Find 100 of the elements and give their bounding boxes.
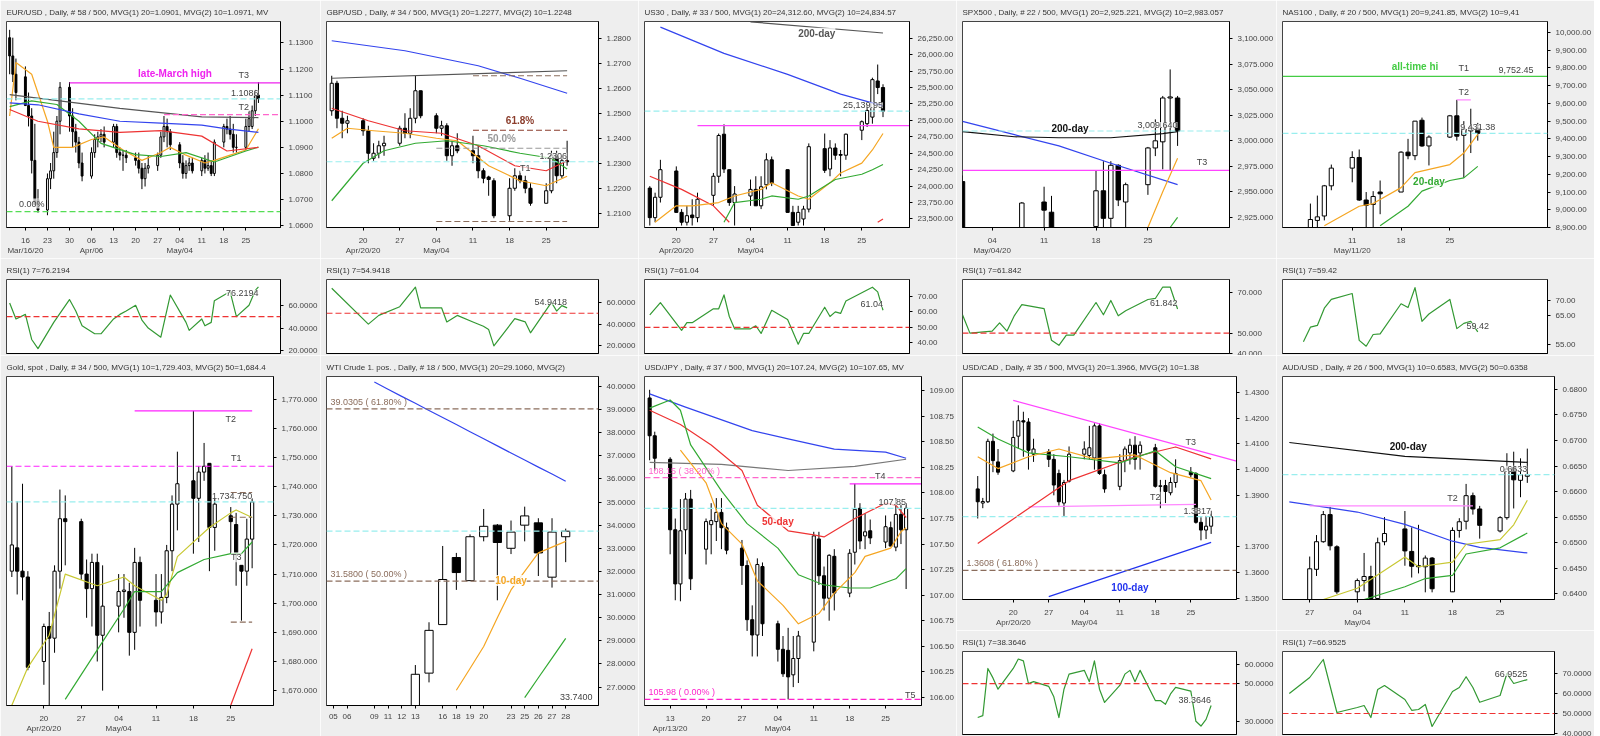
annotation: T3 <box>238 69 250 80</box>
y-tick-label: 1.3900 <box>1244 490 1270 500</box>
y-tick-label: 65.00 <box>1555 310 1577 320</box>
chart-title: GBP/USD , Daily, # 34 / 500, MVG(1) 20=1.2277, MVG(2) 10=1.2248 <box>326 7 573 17</box>
y-tick-label: 1,730.000 <box>281 511 318 521</box>
annotation: T3 <box>1196 157 1208 168</box>
y-tick-label: 55.00 <box>1555 340 1577 350</box>
x-tick-label: 18 <box>451 711 462 721</box>
series-label: 61.8% <box>505 115 535 127</box>
annotation: 1.1086 <box>230 87 259 98</box>
y-tick-label: 2,975.000 <box>1237 161 1274 171</box>
annotation: T2 <box>225 413 237 424</box>
x-tick-label: 11 <box>809 713 819 723</box>
y-tick-label: 1.2400 <box>606 133 632 143</box>
y-tick-label: 1.2600 <box>606 83 632 93</box>
y-tick-label: 1.3700 <box>1244 542 1270 552</box>
annotation: T3 <box>230 552 242 563</box>
y-tick-label: 1.1300 <box>288 38 314 48</box>
y-tick-label: 34.0000 <box>606 520 636 530</box>
x-tick-label: 27 <box>76 713 87 723</box>
y-tick-label: 1,680.000 <box>281 657 318 666</box>
x-tick-label: 20 <box>701 713 712 723</box>
y-tick-label: 9,400.00 <box>1555 134 1588 144</box>
x-tick-label: 28 <box>561 711 571 721</box>
y-tick-label: 1.0700 <box>288 195 314 205</box>
y-tick-label: 9,300.00 <box>1555 152 1588 162</box>
y-tick-label: 109.00 <box>929 386 955 396</box>
y-tick-label: 3,075.000 <box>1237 59 1274 69</box>
y-tick-label: 0.6650 <box>1562 461 1588 471</box>
x-tick-label: 11 <box>151 713 161 723</box>
x-tick-label: 20 Apr/20/20 <box>345 235 382 256</box>
chart-title: RSI(1) 7=38.3646 <box>962 637 1027 647</box>
x-tick-label: 18 <box>820 235 830 245</box>
x-tick-label: 27 <box>153 235 163 245</box>
x-tick-label: 20 <box>479 711 489 721</box>
annotation: 59.42 <box>1466 320 1490 331</box>
y-tick-label: 24,000.00 <box>917 181 954 191</box>
annotation: 54.9418 <box>534 296 568 307</box>
y-tick-label: 106.75 <box>929 616 955 626</box>
series-label: all-time hi <box>1391 61 1439 73</box>
x-tick-label: 11 <box>468 235 478 245</box>
y-tick-label: 1.2100 <box>606 208 632 218</box>
y-tick-label: 1.0800 <box>288 168 314 178</box>
chart-title: EUR/USD , Daily, # 58 / 500, MVG(1) 20=1.0901, MVG(2) 10=1.0971, MV <box>6 7 269 17</box>
y-tick-label: 108.75 <box>929 411 955 421</box>
series-label: late-March high <box>138 67 212 79</box>
x-tick-label: 13 Apr/13/20 <box>652 713 689 734</box>
x-tick-label: 11 May/11/20 <box>1333 235 1372 256</box>
x-tick-label: 11 <box>1400 607 1410 617</box>
y-tick-label: 70.000 <box>1237 287 1263 297</box>
annotation: T5 <box>905 689 916 700</box>
y-tick-label: 0.6800 <box>1562 384 1588 394</box>
y-tick-label: 70.0000 <box>1562 669 1592 678</box>
x-tick-label: 04 May/04 <box>166 235 194 256</box>
annotation: T2 <box>1447 492 1458 503</box>
x-tick-label: 05 <box>328 711 339 721</box>
annotation: 1,734.750 <box>212 490 253 501</box>
series-label: 200-day <box>1389 441 1428 453</box>
y-tick-label: 27.0000 <box>606 682 636 692</box>
chart-title: AUD/USD , Daily, # 26 / 500, MVG(1) 10=0.6583, MVG(2) 50=0.6358 <box>1282 362 1529 372</box>
annotation: T1 <box>230 453 242 464</box>
y-tick-label: 9,100.00 <box>1555 187 1588 197</box>
chart-title: USD/CAD , Daily, # 35 / 500, MVG(1) 20=1.3966, MVG(2) 10=1.38 <box>962 362 1200 372</box>
x-tick-label: 25 <box>1186 607 1196 617</box>
x-tick-label: 25 <box>1143 235 1153 245</box>
y-tick-label: 1.4000 <box>1244 465 1270 475</box>
y-tick-label: 0.6500 <box>1562 538 1588 548</box>
y-tick-label: 2,925.000 <box>1237 212 1274 222</box>
y-tick-label: 30.0000 <box>1244 716 1274 726</box>
y-tick-label: 70.00 <box>1555 296 1577 306</box>
y-tick-label: 70.00 <box>917 291 939 301</box>
y-tick-label: 1.2700 <box>606 58 632 68</box>
chart-title: WTI Crude 1. pos. , Daily, # 18 / 500, MVG(1) 20=29.1060, MVG(2) <box>326 362 566 372</box>
chart-title: RSI(1) 7=66.9525 <box>1282 637 1347 647</box>
x-tick-label: 25 <box>541 235 552 245</box>
y-tick-label: 0.6750 <box>1562 410 1588 420</box>
annotation: 9,431.38 <box>1460 122 1496 133</box>
y-tick-label: 1,720.000 <box>281 540 318 550</box>
y-tick-label: 107.50 <box>929 539 955 549</box>
series-label: 20-day <box>1413 176 1446 188</box>
y-tick-label: 108.50 <box>929 437 955 447</box>
y-tick-label: 2,950.000 <box>1237 187 1274 197</box>
y-tick-label: 108.00 <box>929 488 955 498</box>
y-tick-label: 40.0000 <box>288 323 318 333</box>
x-tick-label: 20 Apr/20/20 <box>26 713 62 734</box>
y-tick-label: 1,760.000 <box>281 423 318 433</box>
x-tick-label: 04 May/04 <box>423 235 451 256</box>
y-tick-label: 50.0000 <box>1244 679 1274 689</box>
y-tick-label: 29.0000 <box>606 636 636 646</box>
x-tick-label: 18 <box>845 713 855 723</box>
y-tick-label: 0.6700 <box>1562 435 1588 445</box>
annotation: T1 <box>520 162 531 173</box>
y-tick-label: 1.0600 <box>288 221 314 231</box>
y-tick-label: 39.0000 <box>606 405 636 415</box>
y-tick-label: 60.0000 <box>606 297 636 307</box>
annotation: 61.04 <box>860 299 884 310</box>
ref-line-label: 1.3608 ( 61.80% ) <box>966 558 1039 569</box>
x-tick-label: 04 May/04 <box>1344 607 1371 628</box>
annotation: 3,009.640 <box>1137 119 1178 130</box>
x-tick-label: 26 <box>533 711 544 721</box>
